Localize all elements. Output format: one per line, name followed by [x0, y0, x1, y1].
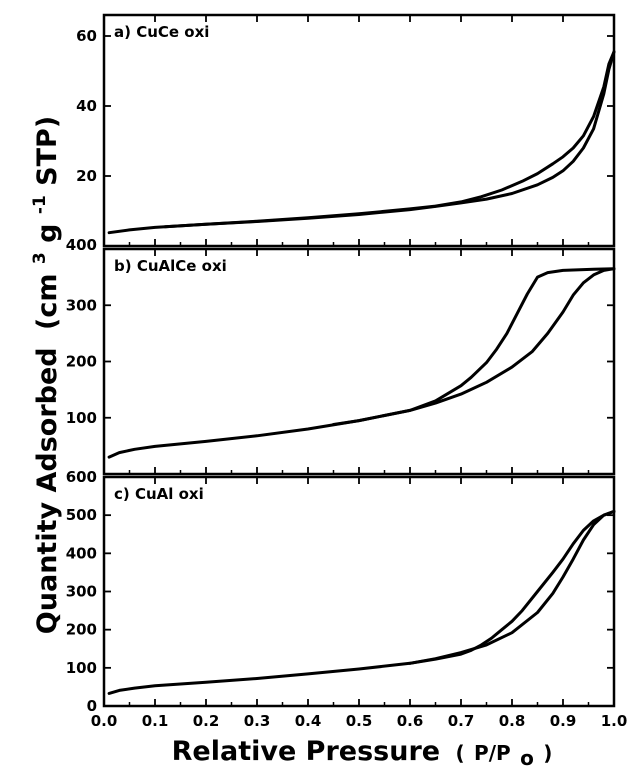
- panel-title: b) CuAlCe oxi: [114, 257, 227, 275]
- desorption-curve: [163, 50, 616, 229]
- y-tick-label: 0: [87, 697, 97, 715]
- x-tick-label: 0.6: [397, 712, 424, 730]
- y-axis-unit-mid: g: [32, 224, 63, 243]
- y-tick-label: 20: [76, 167, 97, 185]
- x-tick-label: 0.5: [346, 712, 373, 730]
- x-tick-label: 1.0: [601, 712, 628, 730]
- adsorption-curve: [107, 50, 616, 235]
- x-tick-label: 0.2: [193, 712, 220, 730]
- y-tick-label: 300: [66, 296, 97, 314]
- y-tick-label: 100: [66, 409, 97, 427]
- y-axis-unit-open: (cm: [32, 273, 63, 329]
- panels-group: 20 40 60 a) CuCe oxi 100 200 300 b) CuAlCe oxi 0…: [66, 13, 616, 715]
- x-tick-label: 0.3: [244, 712, 271, 730]
- y-axis-title-main: Quantity Adsorbed: [32, 347, 63, 634]
- x-axis-title: Relative Pressure ( P/P o ): [172, 736, 553, 769]
- adsorption-curve: [107, 267, 616, 459]
- y-tick-label: 100: [66, 659, 97, 677]
- x-tick-label: 0.8: [499, 712, 526, 730]
- panel-frame: [102, 13, 616, 248]
- x-axis-tick-labels: 0.0 0.1 0.2 0.3 0.4 0.5 0.6 0.7 0.8 0.9 1.0: [91, 712, 628, 730]
- x-axis-title-main: Relative Pressure: [172, 736, 440, 767]
- desorption-curve: [332, 267, 616, 426]
- y-tick-label: 60: [76, 27, 97, 45]
- panel-title: c) CuAl oxi: [114, 485, 204, 503]
- panel-frame: [102, 247, 616, 476]
- y-axis-unit-end: STP): [32, 116, 63, 186]
- x-tick-label: 0.7: [448, 712, 475, 730]
- panel-c-top-tick-label: 600: [66, 468, 97, 486]
- adsorption-curve: [107, 509, 616, 695]
- x-axis-title-p: P/P: [474, 741, 511, 765]
- y-tick-label: 300: [66, 583, 97, 601]
- x-tick-label: 0.4: [295, 712, 322, 730]
- panel-title: a) CuCe oxi: [114, 23, 209, 41]
- x-axis-title-sub: o: [520, 746, 534, 769]
- x-tick-label: 0.0: [91, 712, 118, 730]
- x-axis-title-close: ): [543, 741, 552, 765]
- y-axis-unit-sup2: -1: [30, 195, 50, 214]
- y-axis-unit-sup1: 3: [30, 252, 50, 264]
- panel-2: 100 200 300 b) CuAlCe oxi: [66, 247, 616, 476]
- panel-3: 0 100 200 300 400 500 c) CuAl oxi: [66, 475, 616, 715]
- desorption-curve: [408, 509, 616, 665]
- panel-b-top-tick-label: 400: [66, 236, 97, 254]
- y-tick-label: 40: [76, 97, 97, 115]
- x-axis-title-open: (: [456, 741, 465, 765]
- x-tick-label: 0.1: [142, 712, 169, 730]
- y-tick-label: 400: [66, 544, 97, 562]
- y-tick-label: 200: [66, 353, 97, 371]
- y-tick-label: 200: [66, 621, 97, 639]
- y-tick-label: 500: [66, 506, 97, 524]
- y-axis-title: Quantity Adsorbed (cm 3 g -1 STP): [21, 116, 63, 634]
- panel-1: 20 40 60 a) CuCe oxi: [76, 13, 616, 248]
- x-tick-label: 0.9: [550, 712, 577, 730]
